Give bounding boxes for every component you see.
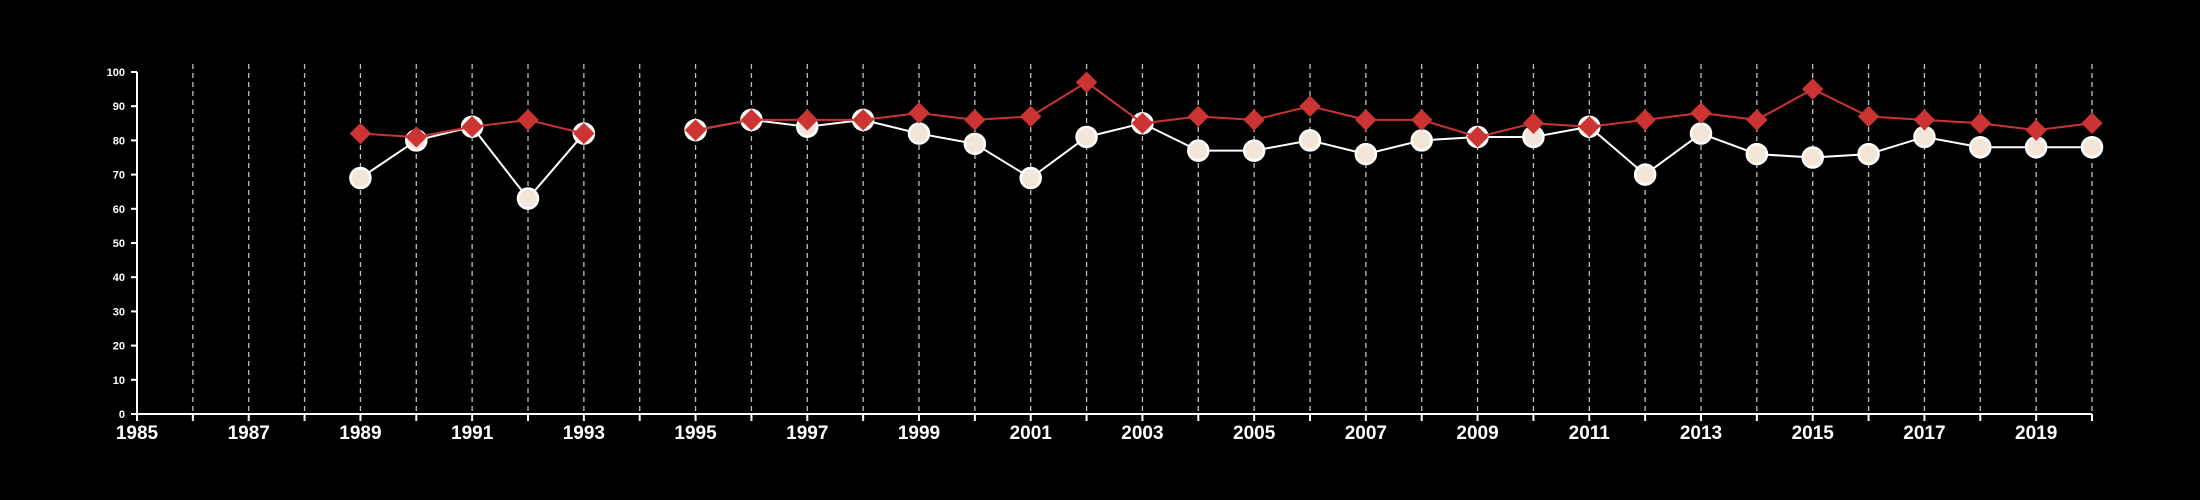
- y-tick-label: 100: [107, 67, 125, 79]
- x-tick-label: 1999: [898, 423, 940, 444]
- x-tick-label: 2011: [1569, 423, 1611, 444]
- x-tick-label: 2017: [1903, 423, 1945, 444]
- axes: 0 10 20 30 40 50 60 70 80 90 100 1985 1987 1989 1991 19…: [107, 67, 2093, 444]
- data-point-diamond: [1020, 105, 1042, 128]
- x-tick-label: 2015: [1792, 423, 1835, 444]
- data-point-diamond: [2025, 119, 2047, 141]
- y-tick-label: 80: [113, 135, 125, 147]
- data-point-diamond: [1411, 109, 1433, 131]
- y-tick-label: 60: [113, 204, 125, 216]
- series-line: [695, 118, 2092, 180]
- x-tick-label: 1989: [339, 423, 381, 444]
- data-point-diamond: [1131, 112, 1154, 135]
- y-tick-label: 0: [119, 409, 125, 421]
- data-point-diamond: [1690, 102, 1712, 124]
- series: [349, 71, 2104, 210]
- x-tick-label: 2009: [1456, 423, 1498, 444]
- data-point-diamond: [573, 122, 595, 145]
- data-point-diamond: [349, 122, 372, 145]
- data-point-diamond: [1746, 109, 1768, 131]
- data-point-circle: [1633, 163, 1657, 186]
- data-point-diamond: [1969, 112, 1991, 135]
- data-point-diamond: [1522, 112, 1545, 135]
- data-point-diamond: [517, 109, 539, 131]
- x-tick-label: 1995: [674, 423, 717, 444]
- data-point-diamond: [461, 116, 483, 138]
- data-point-diamond: [1913, 109, 1936, 131]
- data-point-diamond: [1466, 126, 1489, 148]
- x-tick-label: 2019: [2015, 423, 2057, 444]
- data-point-circle: [1075, 125, 1098, 149]
- x-tick-label: 2001: [1010, 423, 1053, 444]
- data-point-diamond: [1857, 105, 1880, 128]
- y-tick-label: 10: [113, 375, 125, 387]
- y-tick-label: 20: [113, 341, 125, 353]
- data-point-diamond: [1578, 116, 1600, 138]
- y-tick-label: 30: [113, 306, 125, 318]
- data-point-diamond: [1187, 105, 1209, 128]
- data-point-diamond: [908, 102, 930, 124]
- y-tick-label: 40: [113, 272, 125, 284]
- data-point-diamond: [1355, 109, 1377, 131]
- data-point-circle: [1801, 146, 1824, 169]
- data-point-diamond: [964, 109, 986, 131]
- data-point-circle: [1298, 129, 1322, 152]
- x-tick-label: 1997: [786, 423, 828, 444]
- y-tick-label: 90: [113, 101, 125, 113]
- data-point-circle: [1354, 142, 1378, 166]
- data-point-circle: [1745, 142, 1769, 166]
- data-point-diamond: [852, 109, 874, 131]
- y-tick-label: 70: [113, 170, 125, 182]
- data-point-circle: [907, 122, 931, 145]
- x-tick-label: 2003: [1121, 423, 1163, 444]
- data-point-circle: [1410, 129, 1433, 152]
- data-point-circle: [963, 132, 987, 156]
- x-tick-label: 2013: [1680, 423, 1722, 444]
- series-red-diamond: [349, 71, 2103, 148]
- data-point-diamond: [1299, 95, 1321, 117]
- data-point-circle: [1242, 139, 1266, 162]
- data-point-diamond: [740, 109, 763, 131]
- series-white-circle: [349, 108, 2104, 210]
- data-point-diamond: [1634, 109, 1656, 131]
- data-point-diamond: [2081, 112, 2103, 135]
- data-point-circle: [1187, 139, 1210, 162]
- data-point-diamond: [684, 119, 707, 141]
- data-point-diamond: [405, 126, 427, 148]
- data-point-diamond: [1075, 71, 1098, 93]
- x-tick-label: 1987: [228, 423, 270, 444]
- x-tick-label: 1991: [451, 423, 494, 444]
- x-tick-label: 1993: [563, 423, 605, 444]
- x-tick-label: 2005: [1233, 423, 1276, 444]
- x-tick-label: 2007: [1345, 423, 1387, 444]
- data-point-circle: [516, 187, 540, 210]
- data-point-circle: [1969, 135, 1992, 159]
- data-point-circle: [2080, 135, 2104, 159]
- data-point-diamond: [1802, 78, 1824, 100]
- data-point-circle: [1689, 122, 1713, 145]
- data-point-circle: [1019, 166, 1042, 190]
- series-line: [695, 81, 2093, 139]
- data-point-diamond: [796, 109, 818, 131]
- data-point-circle: [1857, 142, 1880, 166]
- x-tick-label: 1985: [116, 423, 159, 444]
- data-point-circle: [349, 166, 372, 190]
- data-point-diamond: [1243, 109, 1265, 131]
- y-tick-label: 50: [113, 238, 125, 250]
